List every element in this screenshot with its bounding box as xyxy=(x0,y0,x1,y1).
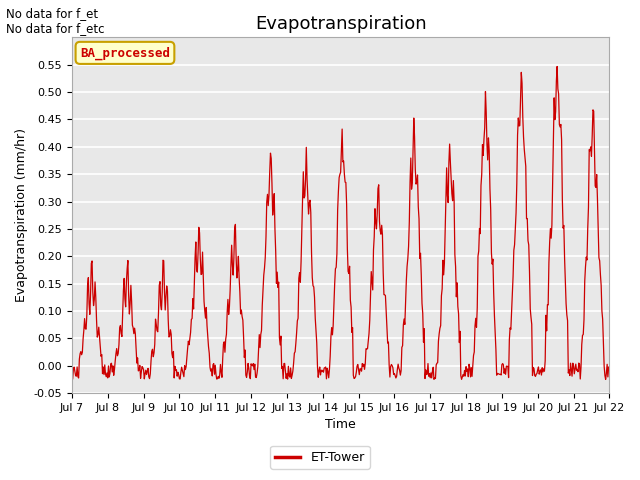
Text: BA_processed: BA_processed xyxy=(80,46,170,60)
Text: No data for f_etc: No data for f_etc xyxy=(6,22,105,35)
Title: Evapotranspiration: Evapotranspiration xyxy=(255,15,426,33)
Legend: ET-Tower: ET-Tower xyxy=(270,446,370,469)
Text: No data for f_et: No data for f_et xyxy=(6,7,99,20)
Y-axis label: Evapotranspiration (mm/hr): Evapotranspiration (mm/hr) xyxy=(15,128,28,302)
X-axis label: Time: Time xyxy=(325,419,356,432)
